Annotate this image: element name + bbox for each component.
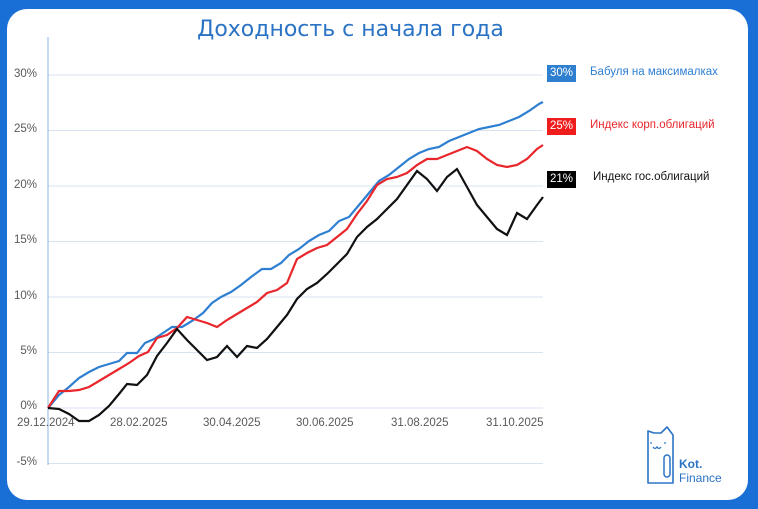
y-tick-label: 5%: [20, 345, 37, 357]
chart-title: Доходность с начала года: [197, 17, 504, 42]
legend-babulya: Бабуля на максималках: [590, 66, 718, 78]
series-line-babulya: [47, 101, 544, 409]
gridlines: [48, 74, 543, 464]
y-tick-label: -5%: [16, 456, 37, 468]
x-tick-label: 30.06.2025: [296, 417, 354, 429]
y-tick-label: 10%: [13, 290, 37, 302]
logo-text: Kot. Finance: [679, 457, 722, 485]
legend-corp-bonds: Индекс корп.облигаций: [590, 119, 715, 131]
cat-logo-icon: [647, 426, 674, 484]
plot-area: [47, 37, 544, 465]
y-tick-label: 20%: [13, 179, 37, 191]
logo-sub: Finance: [679, 471, 722, 485]
series-line-gov-bonds: [47, 167, 544, 423]
y-tick-label: 30%: [13, 68, 37, 80]
x-tick-label: 29.12.2024: [17, 417, 75, 429]
x-tick-label: 31.10.2025: [486, 417, 544, 429]
y-tick-label: 25%: [13, 123, 37, 135]
y-tick-label: 15%: [13, 234, 37, 246]
y-tick-label: 0%: [20, 400, 37, 412]
x-tick-label: 31.08.2025: [391, 417, 449, 429]
legend-gov-bonds: Индекс гос.облигаций: [593, 171, 710, 183]
chart-card: Доходность с начала года 30% 25% 20% 15%…: [7, 9, 748, 500]
end-value-label-gov-bonds: 21%: [547, 171, 577, 188]
x-tick-label: 28.02.2025: [110, 417, 168, 429]
end-value-label-babulya: 30%: [547, 65, 577, 82]
series-line-corp-bonds: [47, 144, 544, 409]
logo-brand: Kot.: [679, 457, 703, 471]
x-tick-label: 30.04.2025: [203, 417, 261, 429]
end-value-label-corp-bonds: 25%: [547, 118, 577, 135]
